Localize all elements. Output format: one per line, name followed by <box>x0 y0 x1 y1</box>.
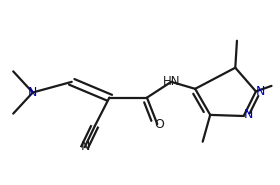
Text: HN: HN <box>162 75 180 88</box>
Text: N: N <box>244 108 253 121</box>
Text: N: N <box>28 86 38 99</box>
Text: O: O <box>155 118 164 131</box>
Text: N: N <box>256 85 266 98</box>
Text: N: N <box>81 140 90 153</box>
